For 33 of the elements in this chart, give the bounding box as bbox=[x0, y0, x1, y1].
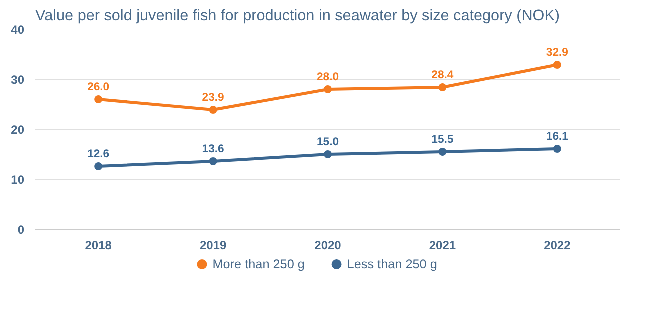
y-tick-label: 30 bbox=[11, 73, 25, 87]
data-label: 23.9 bbox=[202, 92, 224, 104]
point bbox=[94, 162, 103, 170]
data-label: 12.6 bbox=[88, 148, 110, 160]
data-label: 15.0 bbox=[316, 136, 340, 148]
point bbox=[94, 96, 103, 104]
point bbox=[324, 150, 332, 158]
x-tick-label: 2018 bbox=[85, 238, 112, 252]
point bbox=[438, 148, 447, 156]
y-tick-label: 10 bbox=[11, 173, 25, 187]
point bbox=[209, 106, 218, 114]
data-label: 26.0 bbox=[88, 82, 110, 94]
data-label: 15.5 bbox=[432, 134, 454, 146]
x-tick-label: 2019 bbox=[200, 238, 227, 252]
point bbox=[553, 145, 562, 153]
y-tick-label: 0 bbox=[18, 223, 25, 237]
chart-title: Value per sold juvenile fish for production in seawater by size category (NOK) bbox=[36, 8, 560, 24]
data-label: 32.9 bbox=[546, 47, 568, 59]
data-label: 28.4 bbox=[432, 70, 454, 82]
data-label: 28.0 bbox=[316, 72, 340, 84]
point bbox=[438, 84, 447, 92]
legend-label: Less than 250 g bbox=[347, 258, 438, 272]
legend-label: More than 250 g bbox=[212, 258, 305, 272]
y-tick-label: 20 bbox=[11, 123, 25, 137]
point bbox=[324, 86, 332, 94]
data-label: 13.6 bbox=[202, 144, 224, 156]
point bbox=[209, 158, 218, 166]
data-label: 16.1 bbox=[546, 131, 568, 143]
y-tick-label: 40 bbox=[11, 23, 25, 37]
x-tick-label: 2022 bbox=[544, 238, 572, 252]
x-tick-label: 2020 bbox=[314, 238, 342, 252]
x-tick-label: 2021 bbox=[429, 238, 456, 252]
point bbox=[553, 61, 562, 69]
